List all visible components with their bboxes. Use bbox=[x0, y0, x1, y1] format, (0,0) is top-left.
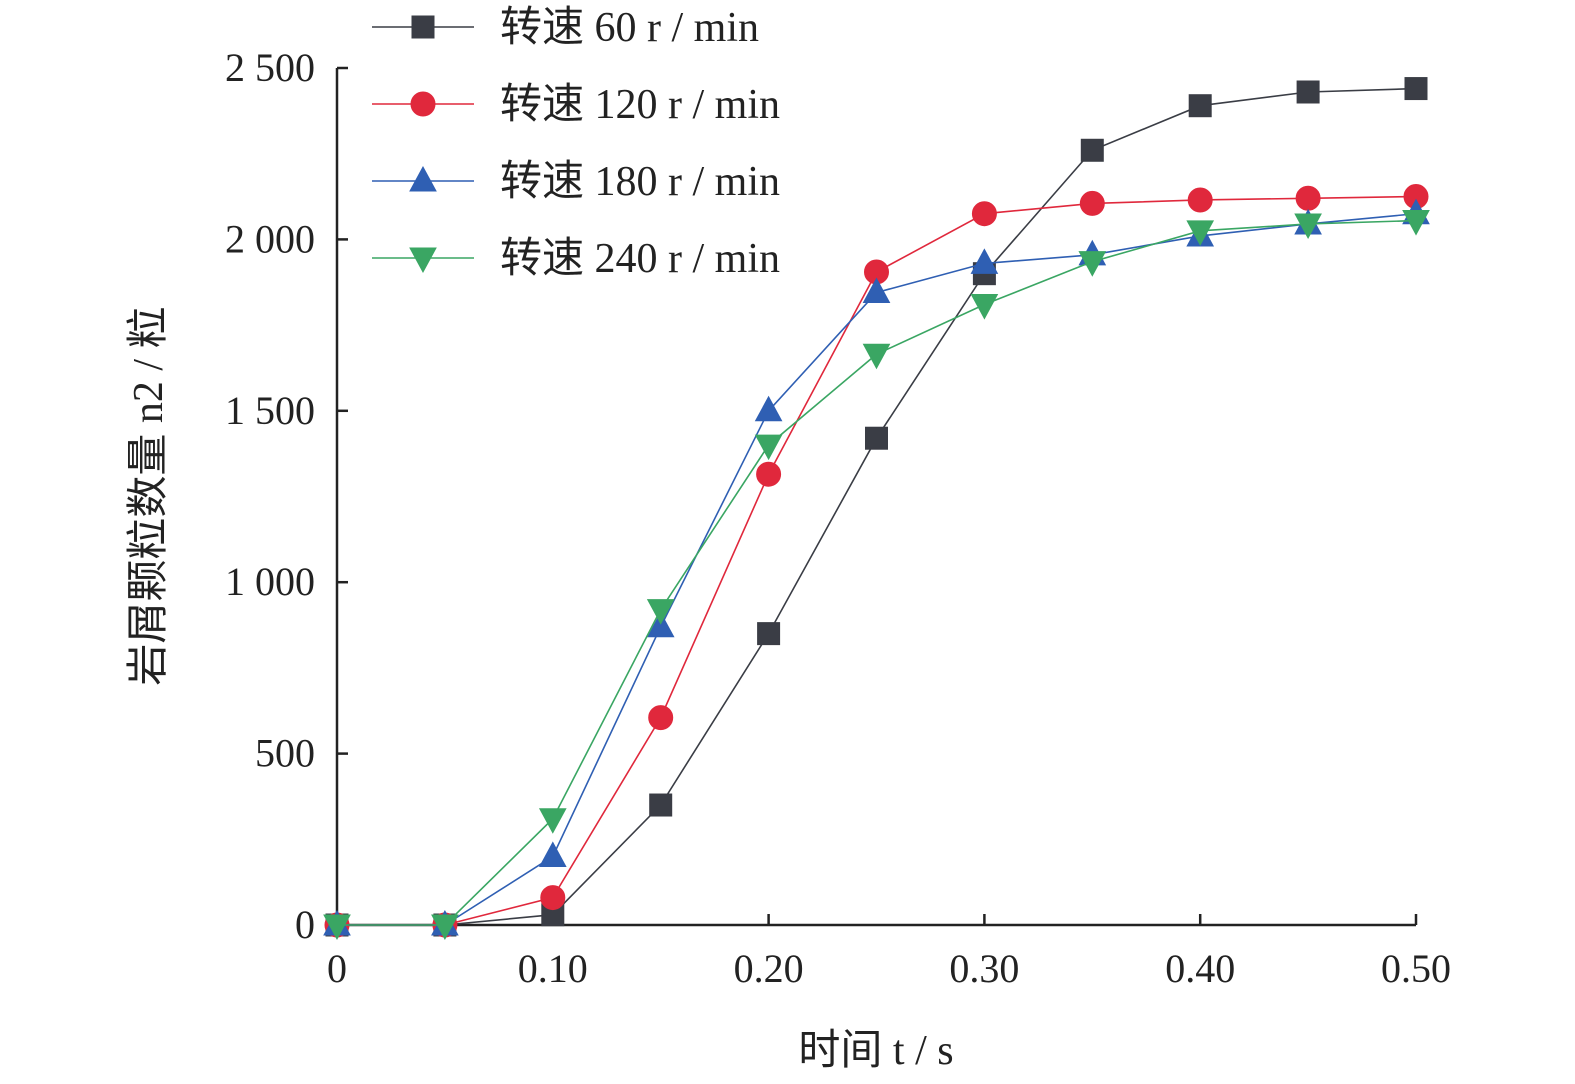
data-point bbox=[757, 622, 781, 646]
legend-marker bbox=[409, 165, 437, 192]
data-point bbox=[1186, 220, 1215, 246]
y-tick-label: 2 000 bbox=[225, 216, 315, 261]
series-line bbox=[337, 219, 1417, 926]
legend-label: 转速 120 r / min bbox=[500, 82, 780, 128]
series-4 bbox=[323, 210, 1430, 941]
legend-marker bbox=[409, 247, 437, 274]
data-point bbox=[538, 841, 567, 867]
data-point bbox=[970, 294, 999, 320]
data-point bbox=[970, 248, 999, 274]
data-point bbox=[646, 611, 675, 638]
data-point bbox=[1404, 77, 1428, 101]
data-point bbox=[862, 277, 891, 304]
y-tick-label: 500 bbox=[255, 731, 315, 776]
data-point bbox=[649, 793, 673, 817]
data-point bbox=[1078, 251, 1107, 277]
series-1 bbox=[325, 77, 1428, 937]
series-group bbox=[323, 77, 1430, 941]
series-3 bbox=[323, 198, 1430, 936]
legend-marker bbox=[411, 15, 435, 39]
data-point bbox=[862, 343, 891, 370]
x-ticks: 0 0.10 0.20 0.30 0.40 0.50 bbox=[327, 914, 1451, 991]
axes bbox=[335, 68, 1416, 927]
data-point bbox=[756, 461, 782, 487]
legend-marker bbox=[410, 91, 436, 117]
y-axis-title: 岩屑颗粒数量 n2 / 粒 bbox=[126, 306, 172, 685]
series-line bbox=[337, 212, 1417, 926]
x-tick-label: 0.50 bbox=[1381, 946, 1451, 991]
x-tick-label: 0.10 bbox=[518, 946, 588, 991]
data-point bbox=[1402, 210, 1430, 236]
y-ticks: 0 500 1 000 1 500 2 000 2 500 bbox=[225, 45, 348, 947]
y-tick-label: 1 000 bbox=[225, 559, 315, 604]
data-point bbox=[971, 201, 997, 227]
data-point bbox=[431, 914, 459, 941]
x-tick-label: 0.40 bbox=[1165, 946, 1235, 991]
legend: 转速 60 r / min 转速 120 r / min 转速 180 r / mi… bbox=[372, 5, 780, 282]
data-point bbox=[754, 395, 783, 422]
legend-item: 转速 180 r / min bbox=[372, 159, 780, 205]
legend-item: 转速 240 r / min bbox=[372, 236, 780, 282]
legend-label: 转速 60 r / min bbox=[500, 5, 759, 51]
legend-label: 转速 180 r / min bbox=[500, 159, 780, 205]
legend-item: 转速 120 r / min bbox=[372, 82, 780, 128]
data-point bbox=[540, 885, 566, 911]
x-axis-title: 时间 t / s bbox=[798, 1028, 953, 1074]
series-line bbox=[337, 195, 1417, 926]
y-tick-label: 1 500 bbox=[225, 388, 315, 433]
x-tick-label: 0.20 bbox=[734, 946, 804, 991]
x-tick-label: 0.30 bbox=[949, 946, 1019, 991]
legend-item: 转速 60 r / min bbox=[372, 5, 759, 51]
y-tick-label: 0 bbox=[295, 902, 315, 947]
data-point bbox=[648, 705, 674, 731]
data-point bbox=[1080, 138, 1104, 162]
data-point bbox=[754, 434, 783, 461]
data-point bbox=[538, 808, 567, 834]
data-point bbox=[1294, 213, 1322, 240]
data-point bbox=[646, 599, 675, 625]
y-tick-label: 2 500 bbox=[225, 45, 315, 90]
data-point bbox=[1296, 80, 1320, 104]
series-line bbox=[337, 87, 1417, 926]
data-point bbox=[323, 914, 351, 941]
data-point bbox=[1079, 190, 1105, 216]
data-point bbox=[1187, 187, 1213, 213]
x-tick-label: 0 bbox=[327, 946, 347, 991]
data-point bbox=[1188, 94, 1212, 118]
data-point bbox=[1295, 185, 1321, 211]
data-point bbox=[865, 426, 888, 450]
legend-label: 转速 240 r / min bbox=[500, 236, 780, 282]
